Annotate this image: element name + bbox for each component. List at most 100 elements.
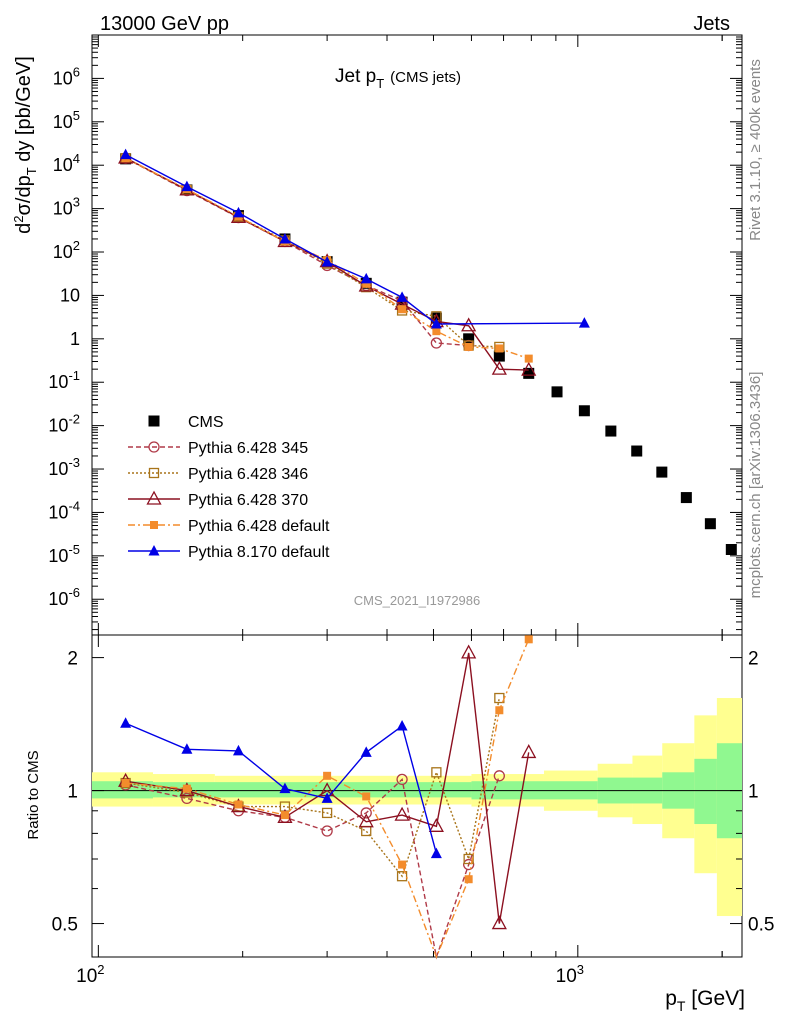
data-point bbox=[234, 800, 243, 809]
data-point bbox=[360, 807, 372, 819]
data-point bbox=[680, 492, 692, 504]
marker-shape bbox=[360, 807, 372, 819]
marker-shape bbox=[321, 807, 333, 819]
data-point bbox=[396, 720, 408, 731]
data-point bbox=[321, 255, 333, 267]
data-point bbox=[394, 806, 410, 821]
marker-shape bbox=[360, 272, 372, 284]
data-point bbox=[120, 717, 132, 728]
marker-shape bbox=[148, 441, 160, 453]
marker-shape bbox=[148, 467, 160, 479]
legend: CMS Pythia 6.428 345 Pythia 6.428 346 Pythi… bbox=[128, 414, 330, 561]
data-point bbox=[232, 206, 244, 218]
data-point bbox=[523, 367, 535, 379]
data-point bbox=[181, 180, 193, 192]
ratio-y-axis-label: Ratio to CMS bbox=[25, 750, 42, 839]
data-point bbox=[121, 779, 130, 788]
title-jet-p: Jet p bbox=[335, 66, 376, 87]
title-tail: (CMS jets) bbox=[390, 69, 461, 86]
legend-marker bbox=[150, 521, 158, 529]
main-series-pythia-6-428-346 bbox=[120, 153, 505, 353]
ratio-series-pythia-8-170-default bbox=[120, 717, 442, 859]
series-line bbox=[125, 697, 500, 878]
data-point bbox=[279, 782, 291, 794]
marker-shape bbox=[394, 806, 410, 821]
marker-shape bbox=[551, 386, 563, 398]
data-point bbox=[578, 317, 590, 328]
data-point bbox=[725, 543, 737, 555]
data-point bbox=[362, 792, 371, 801]
series-line bbox=[125, 775, 500, 960]
marker-shape bbox=[428, 817, 444, 832]
data-point bbox=[396, 296, 408, 308]
legend-label: Pythia 6.428 346 bbox=[188, 466, 308, 483]
marker-shape bbox=[396, 720, 408, 731]
series-line bbox=[125, 157, 500, 348]
legend-label: Pythia 8.170 default bbox=[188, 544, 330, 561]
data-point bbox=[360, 272, 372, 284]
legend-entry: Pythia 6.428 370 bbox=[128, 490, 308, 509]
y-tick-label: 104 bbox=[53, 151, 80, 175]
data-point bbox=[463, 858, 475, 871]
marker-shape bbox=[430, 847, 442, 859]
marker-shape bbox=[578, 405, 590, 417]
y-tick-label: 10-4 bbox=[48, 498, 80, 522]
marker-shape bbox=[181, 792, 193, 805]
legend-label: Pythia 6.428 default bbox=[188, 518, 330, 535]
data-point bbox=[280, 811, 289, 820]
marker-shape bbox=[430, 317, 442, 329]
series-line bbox=[125, 154, 585, 325]
marker-shape bbox=[524, 354, 533, 363]
legend-entry: Pythia 6.428 346 bbox=[128, 466, 308, 483]
x-tick-label: 102 bbox=[76, 962, 104, 987]
y-tick-label: 102 bbox=[53, 238, 80, 262]
data-point bbox=[430, 317, 442, 329]
data-point bbox=[232, 744, 244, 756]
series-line bbox=[125, 652, 530, 924]
legend-marker bbox=[146, 490, 162, 505]
data-point bbox=[521, 744, 537, 759]
y-tick-label: 10-3 bbox=[48, 455, 80, 479]
marker-shape bbox=[321, 792, 333, 803]
data-point bbox=[432, 327, 441, 336]
mcplots-label: mcplots.cern.ch [arXiv:1306.3436] bbox=[747, 372, 764, 599]
x-axis-label: pT [GeV] bbox=[665, 987, 745, 1014]
marker-shape bbox=[491, 915, 507, 930]
data-point bbox=[578, 405, 590, 417]
header-process: Jets bbox=[693, 13, 730, 35]
marker-shape bbox=[398, 305, 407, 314]
data-point bbox=[396, 871, 408, 882]
data-point bbox=[464, 342, 473, 351]
marker-shape bbox=[631, 445, 643, 457]
marker-shape bbox=[521, 744, 537, 759]
marker-shape bbox=[362, 792, 371, 801]
marker-shape bbox=[396, 773, 408, 786]
y-tick-label: 10-6 bbox=[48, 585, 80, 609]
main-title: Jet pT (CMS jets) bbox=[335, 66, 461, 91]
marker-shape bbox=[181, 743, 193, 754]
marker-shape bbox=[493, 770, 505, 782]
analysis-label: CMS_2021_I1972986 bbox=[354, 593, 481, 608]
legend-marker bbox=[148, 441, 160, 453]
y-tick-label: 10-5 bbox=[48, 542, 80, 566]
marker-shape bbox=[120, 717, 132, 728]
data-point bbox=[631, 445, 643, 457]
marker-shape bbox=[524, 635, 533, 644]
marker-shape bbox=[148, 545, 160, 556]
legend-label: Pythia 6.428 345 bbox=[188, 440, 308, 457]
marker-shape bbox=[495, 706, 504, 715]
data-point bbox=[279, 232, 291, 244]
marker-shape bbox=[461, 317, 477, 332]
marker-shape bbox=[181, 180, 193, 192]
data-point bbox=[524, 635, 533, 644]
data-point bbox=[656, 466, 668, 478]
data-point bbox=[321, 807, 333, 819]
ratio-y-tick-label: 1 bbox=[67, 782, 78, 803]
data-point bbox=[181, 792, 193, 805]
ratio-y-tick-label: 2 bbox=[67, 649, 78, 670]
marker-shape bbox=[521, 361, 537, 376]
series-line bbox=[125, 722, 438, 854]
title-subscript: T bbox=[376, 76, 384, 91]
data-point bbox=[398, 860, 407, 869]
y-tick-label: 1 bbox=[70, 329, 80, 349]
